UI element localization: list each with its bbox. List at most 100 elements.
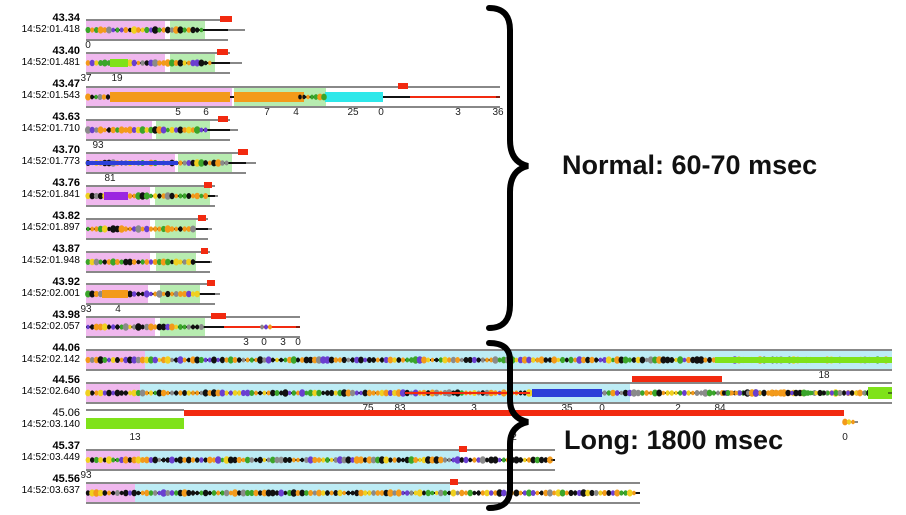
trace-bead: [119, 357, 124, 363]
trace-bead: [358, 489, 364, 497]
trace-bead: [817, 389, 823, 397]
trace-bead: [177, 126, 184, 134]
trace-bead: [148, 323, 154, 331]
trace-bead: [177, 26, 184, 34]
trace-bead: [476, 490, 481, 496]
trace-bead: [464, 490, 468, 496]
trace-bead: [435, 490, 439, 496]
trace-bead: [274, 390, 280, 396]
trace-bead: [111, 324, 116, 330]
trace-bead: [833, 390, 839, 396]
trace-bead: [325, 457, 330, 463]
trace-bead: [97, 389, 104, 397]
trace-bead: [610, 490, 616, 496]
trace-bead: [127, 457, 133, 463]
trace-count-label: 0: [85, 40, 91, 51]
trace-bead: [93, 356, 99, 364]
trace-bead: [257, 456, 263, 464]
trace-bead: [580, 489, 587, 497]
trace-bead: [190, 159, 196, 167]
trace-bead: [627, 357, 632, 363]
trace-bead: [691, 390, 695, 396]
trace-bead: [127, 193, 133, 199]
trace-bead: [135, 389, 141, 397]
trace-bead: [761, 389, 767, 397]
trace-count-label: 93: [92, 140, 104, 151]
trace-bead: [135, 323, 142, 331]
trace-bead: [123, 226, 128, 232]
trace-bead: [122, 323, 129, 331]
trace-bead: [85, 60, 91, 66]
trace-bead: [89, 357, 95, 363]
trace-bead: [98, 457, 103, 463]
trace-bead: [195, 457, 200, 463]
trace-bead: [236, 456, 242, 464]
trace-bead: [144, 225, 150, 233]
trace-bead: [287, 356, 293, 364]
trace-bead: [664, 356, 671, 364]
trace-bead: [115, 490, 120, 496]
trace-bead: [619, 490, 624, 496]
trace-bead: [89, 258, 95, 266]
trace-bead: [330, 457, 334, 463]
trace-bead: [568, 489, 574, 497]
trace-bead: [350, 490, 355, 496]
trace-count-label: 7: [264, 107, 270, 118]
trace-bead: [387, 356, 394, 364]
trace-bead: [455, 357, 460, 363]
trace-bead: [153, 193, 158, 199]
trace-bead: [165, 290, 171, 298]
trace-bead: [182, 60, 187, 66]
trace-bead: [157, 490, 162, 496]
trace-bead: [476, 357, 481, 363]
trace-count-label: 75: [362, 403, 374, 414]
trace-bead: [194, 59, 201, 67]
trace-bead: [119, 390, 124, 396]
trace-count-label: 4: [115, 304, 121, 315]
trace-bead: [345, 389, 352, 397]
trace-bead: [459, 489, 465, 497]
trace-bead: [182, 457, 187, 463]
trace-bead: [144, 60, 149, 66]
trace-bead: [354, 489, 360, 497]
trace-bead: [551, 356, 558, 364]
trace-bead: [805, 390, 811, 396]
trace-bead: [602, 357, 607, 363]
trace-bead: [451, 457, 456, 463]
trace-bead: [219, 389, 226, 397]
trace-bead: [716, 390, 720, 396]
trace-bead: [93, 456, 99, 464]
trace-bead: [337, 389, 343, 397]
trace-bead: [241, 457, 246, 463]
trace-bead: [186, 160, 192, 166]
trace-count-label: 81: [104, 173, 116, 184]
trace-bead: [598, 357, 603, 363]
trace-bead: [321, 490, 326, 496]
trace-bead: [195, 390, 200, 396]
trace-label-8: 43.87 14:52:01.948: [0, 243, 80, 266]
trace-bead: [139, 389, 146, 397]
trace-bead: [97, 356, 104, 364]
trace-bead: [156, 323, 163, 331]
trace-bead: [426, 357, 431, 363]
trace-bead: [94, 94, 98, 100]
trace-label-6: 43.76 14:52:01.841: [0, 177, 80, 200]
trace-value: 43.40: [52, 45, 80, 57]
trace-bead: [128, 490, 132, 496]
trace-bead: [496, 489, 503, 497]
trace-bead: [518, 490, 523, 496]
trace-bead: [283, 457, 288, 463]
trace-label-15: 45.56 14:52:03.637: [0, 473, 80, 496]
trace-bead: [157, 357, 161, 363]
trace-bead: [195, 324, 200, 330]
trace-bead: [711, 390, 716, 396]
trace-bead: [169, 27, 175, 33]
trace-bead: [413, 490, 418, 496]
trace-bead: [89, 126, 95, 134]
trace-bead: [547, 456, 553, 464]
trace-bead: [707, 357, 712, 363]
trace-bead: [258, 390, 262, 396]
trace-bead: [489, 357, 494, 363]
trace-bead: [152, 259, 158, 265]
trace-segment: [102, 290, 128, 298]
